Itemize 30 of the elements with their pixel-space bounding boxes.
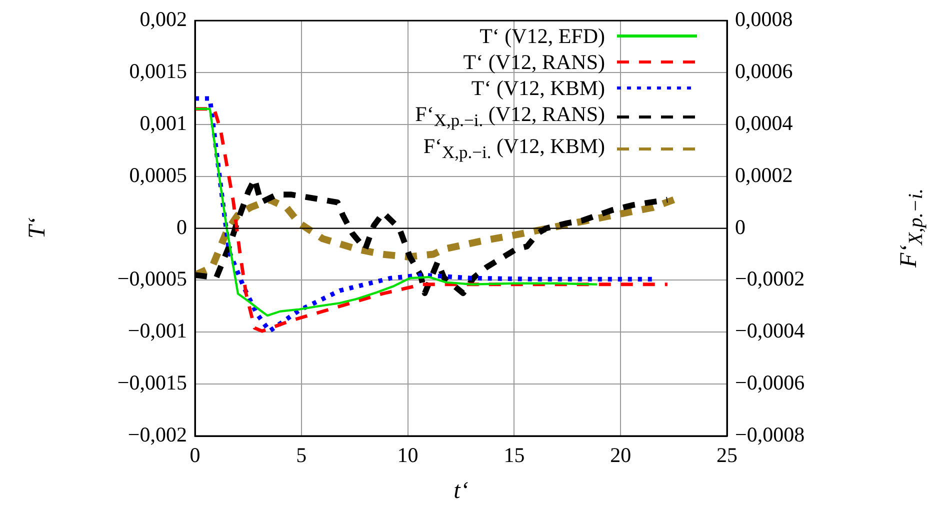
y2-tick-label: −0,0004 xyxy=(735,318,806,343)
y2-tick-label: −0,0008 xyxy=(735,422,805,447)
y2-tick-label: 0,0008 xyxy=(735,7,793,32)
x-tick-label: 10 xyxy=(397,443,418,468)
x-tick-label: 5 xyxy=(296,443,307,468)
y2-tick-label: 0,0006 xyxy=(735,59,793,84)
legend-label: T‘ (V12, KBM) xyxy=(471,74,605,101)
y2-tick-label: 0 xyxy=(735,214,746,239)
y-tick-label: −0,0005 xyxy=(117,266,187,291)
y-tick-label: 0 xyxy=(176,214,187,239)
x-tick-label: 25 xyxy=(716,443,738,468)
y-tick-label: 0,0015 xyxy=(129,59,187,84)
y2-tick-label: −0,0002 xyxy=(735,266,805,291)
y2-tick-label: 0,0004 xyxy=(735,110,794,135)
x-axis-title: t‘ xyxy=(454,478,468,505)
y-axis-title: T‘ xyxy=(24,218,52,239)
y-tick-label: −0,0015 xyxy=(117,370,187,395)
y-tick-label: 0,002 xyxy=(140,7,187,32)
x-tick-label: 15 xyxy=(504,443,525,468)
y2-tick-label: 0,0002 xyxy=(735,162,793,187)
legend-label: T‘ (V12, RANS) xyxy=(463,48,605,75)
legend-label: F‘$_{X,p.−i.}$ (V12, KBM) xyxy=(423,132,605,164)
legend-label: F‘$_{X,p.−i.}$ (V12, RANS) xyxy=(415,100,605,132)
y-tick-label: 0,001 xyxy=(140,110,187,135)
y2-tick-label: −0,0006 xyxy=(735,370,805,395)
y-tick-label: −0,001 xyxy=(128,318,187,343)
x-tick-label: 20 xyxy=(610,443,632,468)
legend-label: T‘ (V12, EFD) xyxy=(480,22,605,49)
y-tick-label: −0,002 xyxy=(128,422,187,447)
y-tick-label: 0,0005 xyxy=(129,162,187,187)
